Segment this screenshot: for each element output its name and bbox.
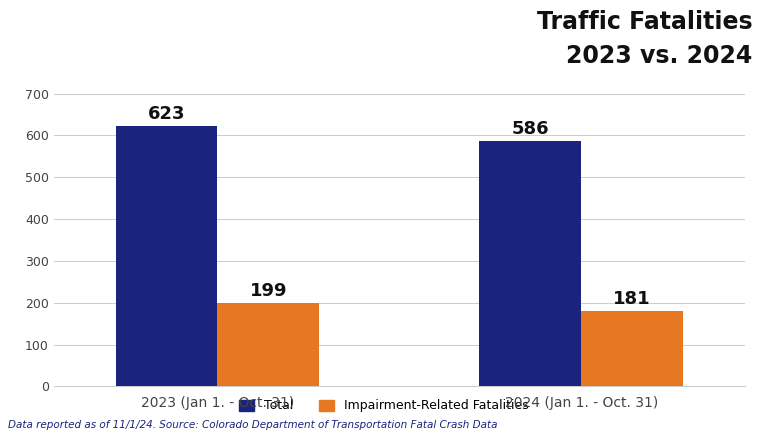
Bar xyxy=(116,126,217,386)
Text: 586: 586 xyxy=(511,121,549,138)
Bar xyxy=(479,141,581,386)
Bar xyxy=(581,311,683,386)
Text: Traffic Fatalities: Traffic Fatalities xyxy=(537,10,753,34)
Text: 199: 199 xyxy=(250,282,287,300)
Text: 2023 vs. 2024: 2023 vs. 2024 xyxy=(566,44,753,68)
Text: 623: 623 xyxy=(147,105,185,123)
Text: Data reported as of 11/1/24. Source: Colorado Department of Transportation Fatal: Data reported as of 11/1/24. Source: Col… xyxy=(8,420,497,430)
Bar xyxy=(217,303,319,386)
Legend: Total, Impairment-Related Fatalities: Total, Impairment-Related Fatalities xyxy=(240,400,528,413)
Text: 181: 181 xyxy=(614,290,651,308)
